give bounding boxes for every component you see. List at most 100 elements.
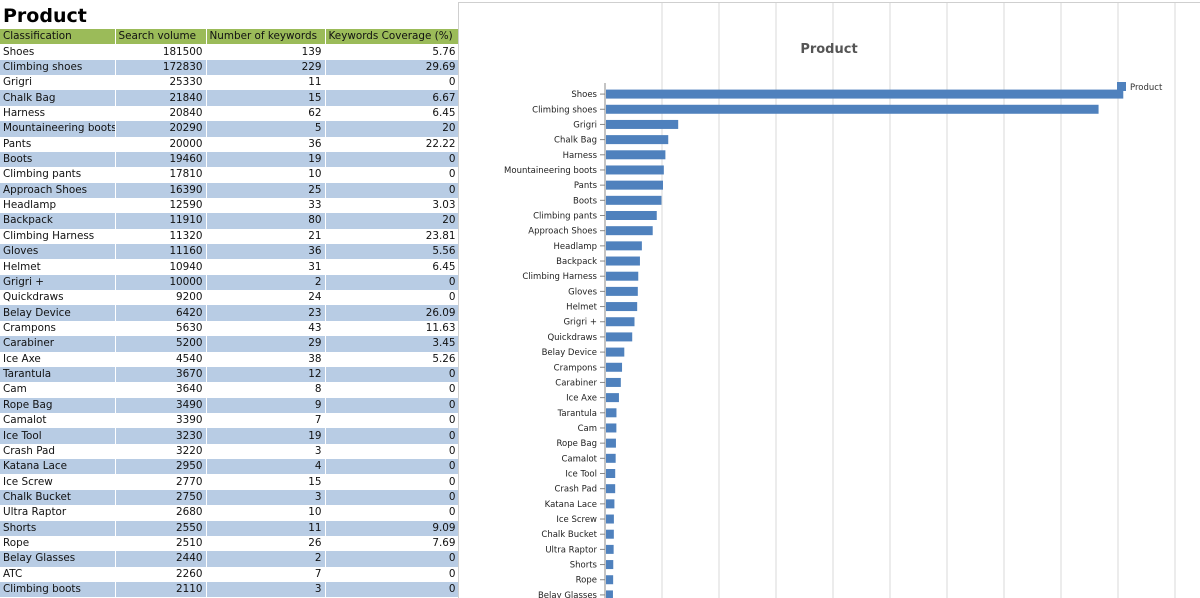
bar[interactable]: [606, 347, 625, 357]
cell-classification[interactable]: Ice Axe: [0, 351, 116, 367]
cell-coverage[interactable]: 26.09: [325, 305, 459, 321]
cell-search-volume[interactable]: 11160: [115, 244, 207, 260]
bar[interactable]: [606, 317, 635, 327]
bar[interactable]: [606, 256, 640, 266]
cell-classification[interactable]: Crash Pad: [0, 443, 116, 460]
cell-search-volume[interactable]: 2440: [115, 551, 207, 567]
cell-keywords[interactable]: 15: [206, 474, 326, 490]
cell-coverage[interactable]: 0: [325, 382, 459, 398]
cell-classification[interactable]: Rope: [0, 535, 116, 552]
bar[interactable]: [606, 89, 1124, 99]
cell-keywords[interactable]: 23: [206, 305, 326, 321]
cell-search-volume[interactable]: 2550: [115, 520, 207, 536]
cell-classification[interactable]: Climbing Harness: [0, 228, 116, 245]
cell-coverage[interactable]: 0: [325, 443, 459, 460]
cell-classification[interactable]: Pants: [0, 136, 116, 152]
cell-coverage[interactable]: 0: [325, 551, 459, 567]
cell-coverage[interactable]: 0: [325, 75, 459, 91]
cell-keywords[interactable]: 15: [206, 90, 326, 106]
cell-search-volume[interactable]: 6420: [115, 305, 207, 321]
cell-search-volume[interactable]: 4540: [115, 351, 207, 367]
cell-keywords[interactable]: 33: [206, 197, 326, 214]
cell-search-volume[interactable]: 2510: [115, 535, 207, 552]
cell-classification[interactable]: Katana Lace: [0, 459, 116, 475]
cell-keywords[interactable]: 21: [206, 228, 326, 245]
cell-keywords[interactable]: 11: [206, 520, 326, 536]
cell-keywords[interactable]: 19: [206, 151, 326, 168]
cell-search-volume[interactable]: 2260: [115, 566, 207, 582]
cell-keywords[interactable]: 12: [206, 366, 326, 383]
cell-keywords[interactable]: 3: [206, 443, 326, 460]
cell-search-volume[interactable]: 25330: [115, 75, 207, 91]
cell-coverage[interactable]: 23.81: [325, 228, 459, 245]
bar[interactable]: [606, 180, 663, 190]
cell-classification[interactable]: Tarantula: [0, 366, 116, 383]
cell-search-volume[interactable]: 2750: [115, 489, 207, 506]
cell-keywords[interactable]: 80: [206, 213, 326, 229]
cell-coverage[interactable]: 0: [325, 474, 459, 490]
cell-coverage[interactable]: 0: [325, 505, 459, 521]
cell-coverage[interactable]: 9.09: [325, 520, 459, 536]
cell-coverage[interactable]: 29.69: [325, 59, 459, 76]
cell-keywords[interactable]: 10: [206, 167, 326, 183]
bar[interactable]: [606, 469, 616, 478]
cell-classification[interactable]: Grigri: [0, 75, 116, 91]
bar[interactable]: [606, 393, 619, 403]
bar[interactable]: [606, 362, 623, 372]
cell-search-volume[interactable]: 12590: [115, 197, 207, 214]
cell-search-volume[interactable]: 3670: [115, 366, 207, 383]
cell-classification[interactable]: Shorts: [0, 520, 116, 536]
bar[interactable]: [606, 590, 613, 598]
bar[interactable]: [606, 423, 617, 433]
bar[interactable]: [606, 332, 633, 342]
cell-coverage[interactable]: 0: [325, 290, 459, 306]
cell-classification[interactable]: Climbing boots: [0, 581, 116, 597]
cell-keywords[interactable]: 2: [206, 274, 326, 291]
cell-coverage[interactable]: 0: [325, 581, 459, 597]
cell-classification[interactable]: Gloves: [0, 244, 116, 260]
bar[interactable]: [606, 544, 614, 554]
cell-classification[interactable]: Belay Glasses: [0, 551, 116, 567]
cell-keywords[interactable]: 38: [206, 351, 326, 367]
cell-keywords[interactable]: 43: [206, 320, 326, 337]
cell-keywords[interactable]: 139: [206, 44, 326, 60]
cell-coverage[interactable]: 20: [325, 121, 459, 137]
cell-search-volume[interactable]: 5200: [115, 336, 207, 352]
cell-coverage[interactable]: 0: [325, 151, 459, 168]
cell-classification[interactable]: Chalk Bag: [0, 90, 116, 106]
cell-keywords[interactable]: 5: [206, 121, 326, 137]
header-search-volume[interactable]: Search volume: [115, 29, 207, 45]
cell-coverage[interactable]: 7.69: [325, 535, 459, 552]
cell-coverage[interactable]: 6.67: [325, 90, 459, 106]
cell-coverage[interactable]: 0: [325, 366, 459, 383]
cell-keywords[interactable]: 36: [206, 136, 326, 152]
cell-classification[interactable]: Climbing shoes: [0, 59, 116, 76]
cell-keywords[interactable]: 11: [206, 75, 326, 91]
cell-keywords[interactable]: 19: [206, 428, 326, 444]
cell-keywords[interactable]: 7: [206, 566, 326, 582]
bar[interactable]: [606, 560, 614, 570]
cell-search-volume[interactable]: 3640: [115, 382, 207, 398]
cell-search-volume[interactable]: 11320: [115, 228, 207, 245]
cell-classification[interactable]: Approach Shoes: [0, 182, 116, 198]
cell-classification[interactable]: Camalot: [0, 412, 116, 429]
cell-keywords[interactable]: 31: [206, 259, 326, 275]
bar[interactable]: [606, 104, 1099, 114]
cell-keywords[interactable]: 8: [206, 382, 326, 398]
bar[interactable]: [606, 271, 639, 281]
cell-classification[interactable]: Backpack: [0, 213, 116, 229]
cell-classification[interactable]: ATC: [0, 566, 116, 582]
cell-coverage[interactable]: 0: [325, 274, 459, 291]
cell-search-volume[interactable]: 17810: [115, 167, 207, 183]
cell-keywords[interactable]: 62: [206, 105, 326, 122]
cell-keywords[interactable]: 36: [206, 244, 326, 260]
cell-search-volume[interactable]: 19460: [115, 151, 207, 168]
cell-search-volume[interactable]: 2680: [115, 505, 207, 521]
cell-coverage[interactable]: 0: [325, 167, 459, 183]
cell-search-volume[interactable]: 2110: [115, 581, 207, 597]
cell-search-volume[interactable]: 172830: [115, 59, 207, 76]
cell-classification[interactable]: Rope Bag: [0, 397, 116, 413]
cell-keywords[interactable]: 7: [206, 412, 326, 429]
bar[interactable]: [606, 150, 666, 160]
bar[interactable]: [606, 195, 662, 205]
